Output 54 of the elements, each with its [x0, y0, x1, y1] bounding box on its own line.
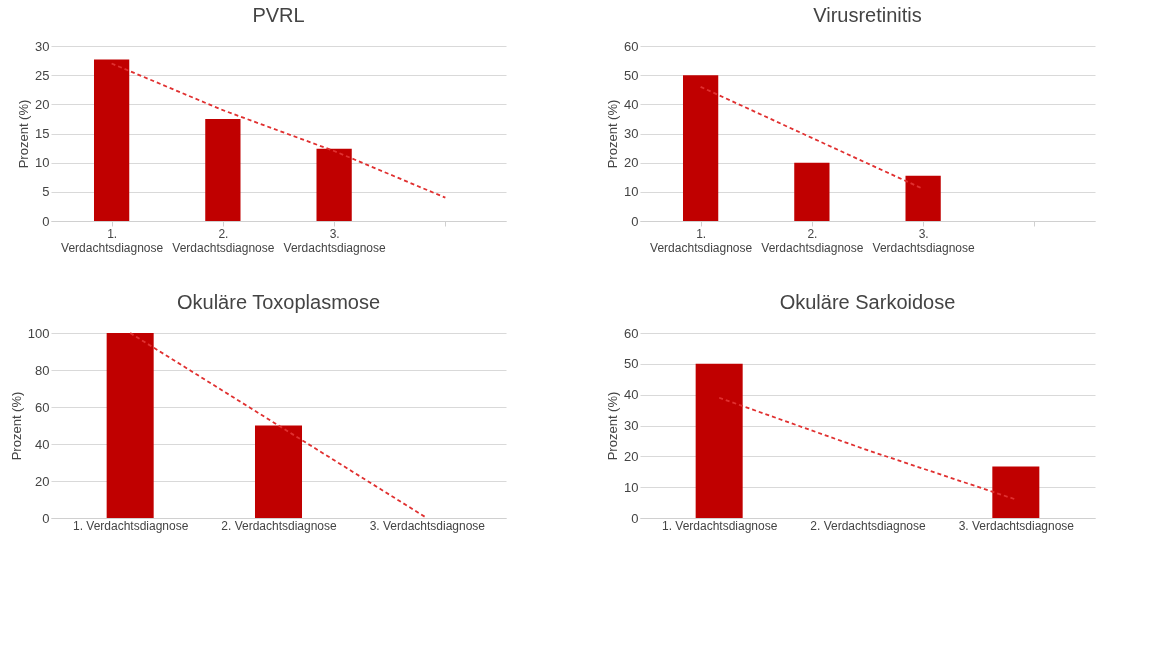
- x-tick-label: 2. Verdachtsdiagnose: [172, 226, 275, 255]
- y-tick-label: 20: [35, 96, 50, 112]
- x-tick-label: 3. Verdachtsdiagnose: [369, 518, 486, 533]
- y-axis-title: Prozent (%): [16, 99, 32, 169]
- y-axis-title: Prozent (%): [605, 391, 621, 461]
- bar: [682, 75, 719, 221]
- y-tick-label: 30: [624, 418, 639, 433]
- y-tick-label: 0: [631, 213, 639, 229]
- y-tick-label: 40: [35, 436, 50, 452]
- y-tick-label: 10: [624, 479, 639, 495]
- y-tick-label: 20: [624, 155, 639, 171]
- y-tick-label: 30: [624, 126, 639, 141]
- y-tick-label: 5: [42, 184, 50, 200]
- chart-title: PVRL: [252, 4, 305, 26]
- y-axis-title: Prozent (%): [605, 99, 621, 169]
- chart-title: Okuläre Toxoplasmose: [176, 291, 381, 313]
- x-tick-label: 3. Verdachtsdiagnose: [283, 226, 386, 255]
- x-tick-label: 3. Verdachtsdiagnose: [958, 518, 1075, 533]
- chart-title: Virusretinitis: [813, 4, 922, 26]
- y-tick-label: 20: [624, 448, 639, 464]
- line-series: [110, 62, 447, 199]
- y-tick-label: 40: [624, 387, 639, 403]
- y-tick-label: 50: [624, 67, 639, 83]
- bar: [205, 118, 241, 221]
- y-axis-title: Prozent (%): [8, 391, 24, 461]
- bar: [316, 148, 352, 221]
- y-tick-label: 10: [624, 184, 639, 200]
- y-tick-label: 50: [624, 356, 639, 372]
- bar: [794, 162, 830, 221]
- y-tick-label: 0: [631, 510, 639, 526]
- y-tick-label: 20: [35, 473, 50, 489]
- y-tick-label: 30: [35, 38, 50, 54]
- bar: [93, 59, 130, 221]
- y-tick-label: 15: [35, 126, 50, 141]
- x-tick-label: 1. Verdachtsdiagnose: [650, 226, 753, 255]
- y-tick-label: 40: [624, 96, 639, 112]
- y-tick-label: 25: [35, 67, 50, 83]
- x-tick-label: 3. Verdachtsdiagnose: [872, 226, 975, 255]
- y-tick-label: 60: [35, 399, 50, 415]
- y-tick-label: 0: [42, 510, 50, 526]
- y-tick-label: 100: [27, 325, 50, 341]
- y-tick-label: 0: [42, 213, 50, 229]
- x-tick-label: 2. Verdachtsdiagnose: [761, 226, 864, 255]
- x-tick-label: 2. Verdachtsdiagnose: [221, 518, 338, 533]
- y-tick-label: 80: [35, 362, 50, 378]
- x-tick-label: 1. Verdachtsdiagnose: [72, 518, 189, 533]
- chart-title: Okuläre Sarkoidose: [779, 291, 956, 313]
- y-tick-label: 60: [624, 38, 639, 54]
- y-tick-label: 60: [624, 325, 639, 341]
- x-tick-label: 2. Verdachtsdiagnose: [810, 518, 927, 533]
- x-tick-label: 1. Verdachtsdiagnose: [661, 518, 778, 533]
- x-tick-label: 1. Verdachtsdiagnose: [61, 226, 164, 255]
- y-tick-label: 10: [35, 155, 50, 171]
- bar: [905, 175, 941, 221]
